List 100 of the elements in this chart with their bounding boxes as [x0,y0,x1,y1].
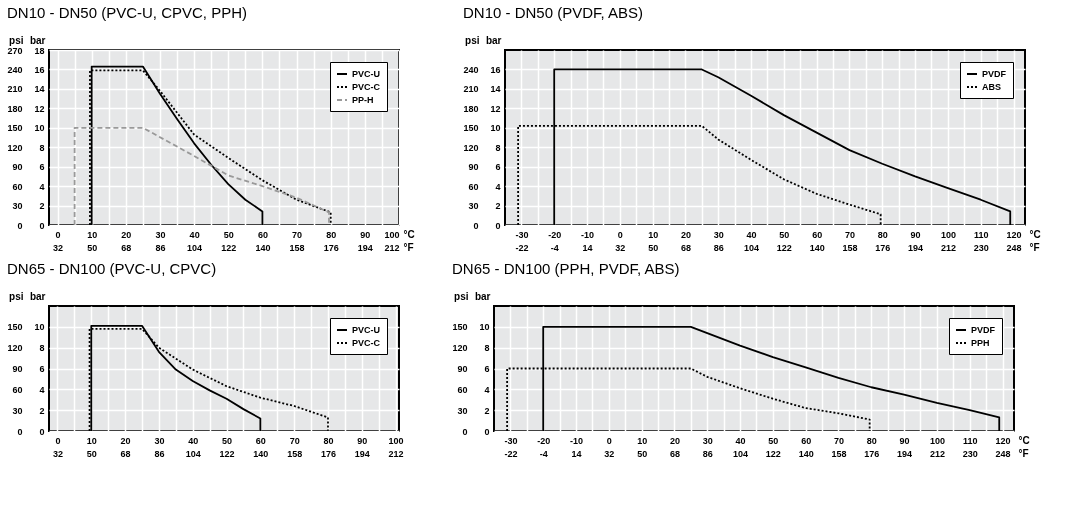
x2-tick-label: 140 [809,242,825,253]
x-tick-label: 10 [87,229,98,240]
x-tick-label: 110 [973,229,989,240]
y-tick-label: 0 [39,426,45,437]
chart-title: DN10 - DN50 (PVDF, ABS) [462,4,644,21]
x-tick-label: 30 [155,229,166,240]
x-tick-label: 60 [801,435,812,446]
x2-tick-label: 104 [733,448,749,459]
x2-tick-label: 104 [185,448,201,459]
legend-label: PVDF [971,325,996,335]
x-axis-title: °C [1018,434,1030,446]
x-tick-label: 20 [669,435,680,446]
x2-tick-label: 32 [604,448,615,459]
x2-tick-label: 248 [995,448,1011,459]
y2-tick-label: 210 [7,84,23,95]
x-axis-title: °C [403,228,415,240]
x-tick-label: -30 [504,435,518,446]
x2-tick-label: 32 [53,242,64,253]
x-tick-label: 20 [121,229,132,240]
y-tick-label: 4 [495,181,501,192]
legend-label: PVC-C [352,82,381,92]
x2-tick-label: 176 [864,448,880,459]
y-tick-label: 14 [490,84,501,95]
y-tick-label: 16 [34,64,45,75]
y-tick-label: 6 [39,364,45,374]
y2-tick-label: 0 [17,426,23,437]
x-tick-label: 40 [735,435,746,446]
y-tick-label: 10 [34,322,45,333]
x-tick-label: 100 [388,435,404,446]
x-tick-label: 90 [910,229,921,240]
y-tick-label: 4 [484,384,490,395]
x2-tick-label: 32 [615,242,626,253]
x-tick-label: 90 [357,435,368,446]
y-tick-label: 2 [495,201,501,212]
x2-tick-label: 212 [940,242,956,253]
x-tick-label: 80 [866,435,877,446]
x2-tick-label: 86 [154,448,165,459]
x2-tick-label: 140 [798,448,814,459]
y-tick-label: 0 [39,220,45,231]
x2-tick-label: 14 [571,448,582,459]
y2-tick-label: 150 [7,123,23,134]
x2-tick-label: 158 [842,242,858,253]
y2-tick-label: 150 [463,123,479,134]
x-tick-label: 70 [833,435,844,446]
y2-tick-label: 90 [457,364,468,374]
x-tick-label: 90 [899,435,910,446]
x-tick-label: 60 [257,229,268,240]
x-tick-label: 110 [962,435,978,446]
y-tick-label: 0 [495,220,501,231]
y2-tick-label: 30 [12,405,23,416]
x-tick-label: 50 [779,229,790,240]
x-tick-label: 120 [1006,229,1022,240]
chart-title: DN65 - DN100 (PVC-U, CPVC) [6,260,217,277]
x-tick-label: -20 [548,229,562,240]
x-tick-label: 40 [188,435,199,446]
chart-title: DN65 - DN100 (PPH, PVDF, ABS) [451,260,680,277]
x2-tick-label: 14 [582,242,593,253]
y2-tick-label: 150 [7,322,23,333]
y2-axis-title: psi [465,34,480,46]
x-tick-label: 10 [637,435,648,446]
line-series [73,126,330,226]
legend-label: PVDF [982,69,1007,79]
x-tick-label: 90 [360,229,371,240]
x-tick-label: 0 [617,229,623,240]
x2-tick-label: 194 [908,242,924,253]
x-tick-label: 10 [86,435,97,446]
x2-tick-label: 212 [384,242,400,253]
x2-tick-label: 230 [973,242,989,253]
x2-tick-label: 230 [962,448,978,459]
y2-axis-title: psi [454,290,469,302]
y-tick-label: 10 [34,123,45,134]
x2-tick-label: -4 [550,242,559,253]
y-tick-label: 6 [484,364,490,374]
y-tick-label: 14 [34,84,45,95]
legend-label: PVC-C [352,338,381,348]
x-tick-label: 10 [648,229,659,240]
y2-tick-label: 120 [452,343,468,354]
x-tick-label: 60 [812,229,823,240]
x2-tick-label: 194 [897,448,913,459]
y-tick-label: 18 [34,45,45,56]
x-tick-label: 0 [55,229,61,240]
y2-tick-label: 180 [7,103,23,114]
x-tick-label: 20 [680,229,691,240]
y-tick-label: 0 [484,426,490,437]
y-axis-title: bar [485,34,502,46]
legend-label: PP-H [352,95,374,105]
y2-axis-title: psi [9,290,24,302]
x2-tick-label: 32 [52,448,63,459]
x-tick-label: 50 [222,435,233,446]
x-tick-label: 70 [289,435,300,446]
x-tick-label: 80 [323,435,334,446]
y-tick-label: 2 [39,405,45,416]
y2-tick-label: 30 [457,405,468,416]
x2-tick-label: 68 [680,242,691,253]
x-tick-label: 50 [768,435,779,446]
y2-tick-label: 30 [12,201,23,212]
x-tick-label: 0 [606,435,612,446]
x2-tick-label: 122 [219,448,235,459]
x-tick-label: -20 [537,435,551,446]
x2-tick-label: 68 [121,242,132,253]
